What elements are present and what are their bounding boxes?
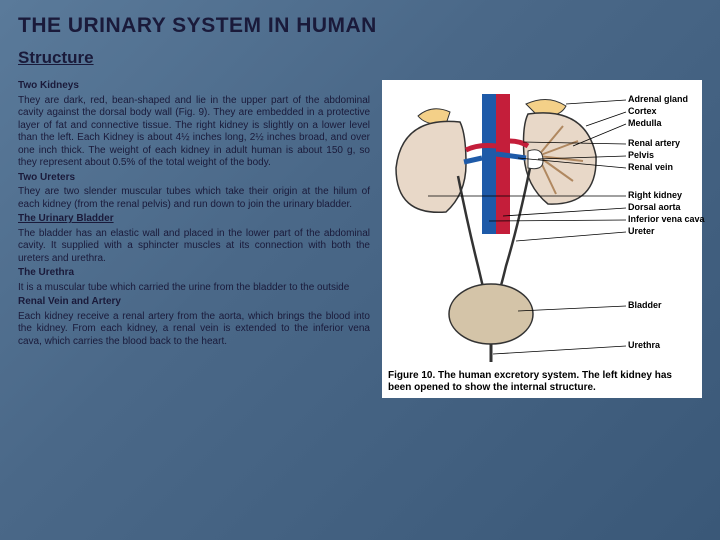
label-bladder: Bladder xyxy=(628,300,662,310)
page-title: THE URINARY SYSTEM IN HUMAN xyxy=(18,14,702,38)
heading-bladder: The Urinary Bladder xyxy=(18,213,370,226)
heading-renal: Renal Vein and Artery xyxy=(18,296,370,309)
para-urethra: It is a muscular tube which carried the … xyxy=(18,282,370,295)
label-ureter: Ureter xyxy=(628,226,655,236)
label-renal-vein: Renal vein xyxy=(628,162,673,172)
para-bladder: The bladder has an elastic wall and plac… xyxy=(18,228,370,266)
label-dorsal-aorta: Dorsal aorta xyxy=(628,202,681,212)
heading-ureters: Two Ureters xyxy=(18,172,370,185)
para-ureters: They are two slender muscular tubes whic… xyxy=(18,186,370,211)
text-column: Two Kidneys They are dark, red, bean-sha… xyxy=(18,80,370,398)
para-kidneys: They are dark, red, bean-shaped and lie … xyxy=(18,95,370,170)
label-medulla: Medulla xyxy=(628,118,662,128)
urinary-diagram: Adrenal gland Cortex Medulla Renal arter… xyxy=(388,86,696,366)
figure-caption: Figure 10. The human excretory system. T… xyxy=(388,370,696,394)
label-cortex: Cortex xyxy=(628,106,657,116)
label-right-kidney: Right kidney xyxy=(628,190,682,200)
heading-kidneys: Two Kidneys xyxy=(18,80,370,93)
section-subtitle: Structure xyxy=(18,48,702,68)
para-renal: Each kidney receive a renal artery from … xyxy=(18,311,370,349)
label-adrenal: Adrenal gland xyxy=(628,94,688,104)
label-renal-artery: Renal artery xyxy=(628,138,680,148)
heading-urethra: The Urethra xyxy=(18,267,370,280)
label-urethra: Urethra xyxy=(628,340,660,350)
label-pelvis: Pelvis xyxy=(628,150,654,160)
label-ivc: Inferior vena cava xyxy=(628,214,705,224)
figure-panel: Adrenal gland Cortex Medulla Renal arter… xyxy=(382,80,702,398)
